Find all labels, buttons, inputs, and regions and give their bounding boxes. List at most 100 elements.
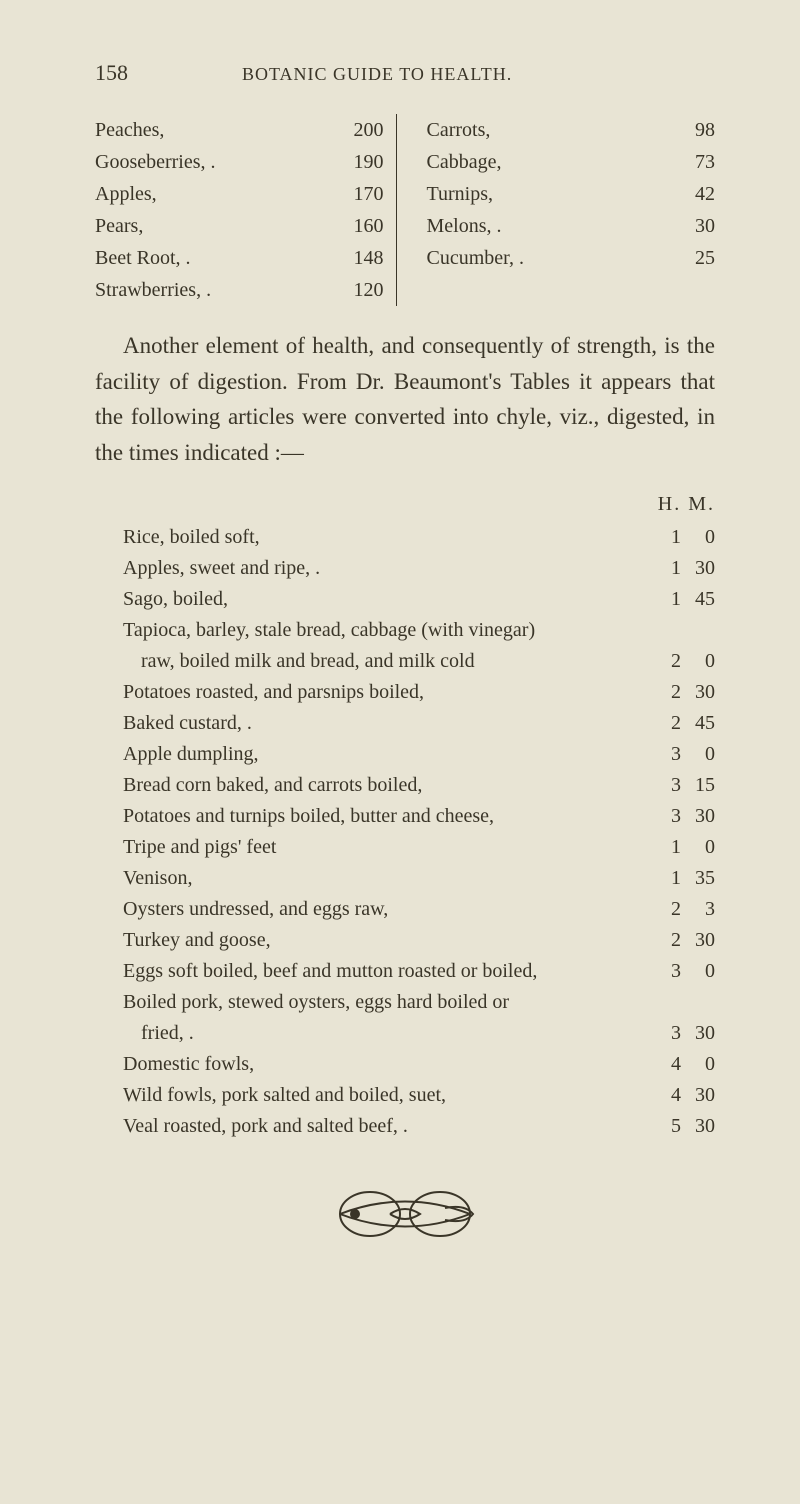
digestion-label: Apples, sweet and ripe, . <box>95 553 655 584</box>
nutritive-row: Melons, . 30 <box>427 210 716 242</box>
digestion-label: Oysters undressed, and eggs raw, <box>95 894 655 925</box>
nutritive-value: 30 <box>675 210 715 242</box>
digestion-row: Venison,135 <box>95 863 715 894</box>
nutritive-label: Melons, . <box>427 210 502 242</box>
nutritive-label: Apples, <box>95 178 157 210</box>
nutritive-value: 190 <box>344 146 384 178</box>
running-head: BOTANIC GUIDE TO HEALTH. <box>242 64 512 85</box>
nutritive-value: 25 <box>675 242 715 274</box>
nutritive-label: Gooseberries, . <box>95 146 216 178</box>
digestion-minutes: 0 <box>681 1049 715 1080</box>
nutritive-label: Cucumber, . <box>427 242 525 274</box>
digestion-row: raw, boiled milk and bread, and milk col… <box>95 646 715 677</box>
digestion-hours: 4 <box>655 1049 681 1080</box>
digestion-row: Tapioca, barley, stale bread, cabbage (w… <box>95 615 715 646</box>
digestion-minutes: 30 <box>681 1111 715 1142</box>
nutritive-table: Peaches,200Gooseberries, .190Apples,170P… <box>95 114 715 306</box>
digestion-hours: 4 <box>655 1080 681 1111</box>
digestion-label: Venison, <box>95 863 655 894</box>
digestion-hours: 2 <box>655 708 681 739</box>
nutritive-row: Turnips,42 <box>427 178 716 210</box>
nutritive-value: 200 <box>344 114 384 146</box>
digestion-minutes: 30 <box>681 801 715 832</box>
nutritive-value: 98 <box>675 114 715 146</box>
digestion-hours: 2 <box>655 894 681 925</box>
digestion-minutes: 0 <box>681 646 715 677</box>
digestion-label: Tapioca, barley, stale bread, cabbage (w… <box>95 615 655 646</box>
digestion-row: Domestic fowls,40 <box>95 1049 715 1080</box>
digestion-row: Apples, sweet and ripe, .130 <box>95 553 715 584</box>
page-container: 158 BOTANIC GUIDE TO HEALTH. Peaches,200… <box>0 0 800 1289</box>
digestion-row: Oysters undressed, and eggs raw,23 <box>95 894 715 925</box>
digestion-row: fried, .330 <box>95 1018 715 1049</box>
digestion-label: Potatoes and turnips boiled, butter and … <box>95 801 655 832</box>
digestion-hours: 3 <box>655 956 681 987</box>
digestion-row: Boiled pork, stewed oysters, eggs hard b… <box>95 987 715 1018</box>
digestion-label: Rice, boiled soft, <box>95 522 655 553</box>
digestion-label: Eggs soft boiled, beef and mutton roaste… <box>95 956 655 987</box>
digestion-hours: 1 <box>655 584 681 615</box>
digestion-minutes: 0 <box>681 739 715 770</box>
digestion-label: Turkey and goose, <box>95 925 655 956</box>
nutritive-row: Cucumber, . 25 <box>427 242 716 274</box>
digestion-hours: 1 <box>655 522 681 553</box>
digestion-hours: 1 <box>655 863 681 894</box>
nutritive-row: Gooseberries, . 190 <box>95 146 384 178</box>
nutritive-label: Cabbage, <box>427 146 502 178</box>
digestion-table-header: H. M. <box>95 489 715 520</box>
digestion-minutes: 3 <box>681 894 715 925</box>
nutritive-row: Carrots,98 <box>427 114 716 146</box>
digestion-row: Bread corn baked, and carrots boiled,315 <box>95 770 715 801</box>
nutritive-value: 148 <box>344 242 384 274</box>
digestion-hours: 3 <box>655 1018 681 1049</box>
digestion-row: Potatoes roasted, and parsnips boiled,23… <box>95 677 715 708</box>
digestion-label: Tripe and pigs' feet <box>95 832 655 863</box>
digestion-label: fried, . <box>141 1018 655 1049</box>
digestion-minutes: 0 <box>681 832 715 863</box>
digestion-label: Baked custard, . <box>95 708 655 739</box>
digestion-label: Wild fowls, pork salted and boiled, suet… <box>95 1080 655 1111</box>
digestion-hours: 3 <box>655 801 681 832</box>
nutritive-label: Strawberries, . <box>95 274 211 306</box>
nutritive-value: 170 <box>344 178 384 210</box>
digestion-label: Bread corn baked, and carrots boiled, <box>95 770 655 801</box>
digestion-row: Tripe and pigs' feet10 <box>95 832 715 863</box>
digestion-table: H. M. Rice, boiled soft,10Apples, sweet … <box>95 489 715 1142</box>
page-header: 158 BOTANIC GUIDE TO HEALTH. <box>95 60 715 86</box>
nutritive-label: Turnips, <box>427 178 494 210</box>
digestion-minutes: 30 <box>681 553 715 584</box>
digestion-minutes: 30 <box>681 1018 715 1049</box>
digestion-row: Baked custard, .245 <box>95 708 715 739</box>
digestion-row: Rice, boiled soft,10 <box>95 522 715 553</box>
page-number: 158 <box>95 60 128 86</box>
nutritive-label: Peaches, <box>95 114 164 146</box>
digestion-hours: 5 <box>655 1111 681 1142</box>
nutritive-row: Cabbage,73 <box>427 146 716 178</box>
digestion-row: Potatoes and turnips boiled, butter and … <box>95 801 715 832</box>
digestion-minutes: 45 <box>681 584 715 615</box>
ornament-icon <box>95 1184 715 1249</box>
digestion-minutes: 0 <box>681 522 715 553</box>
digestion-row: Sago, boiled,145 <box>95 584 715 615</box>
digestion-minutes: 35 <box>681 863 715 894</box>
nutritive-right-column: Carrots,98Cabbage,73Turnips,42Melons, . 3… <box>421 114 716 306</box>
digestion-label: Apple dumpling, <box>95 739 655 770</box>
digestion-label: Domestic fowls, <box>95 1049 655 1080</box>
digestion-hours: 3 <box>655 739 681 770</box>
digestion-row: Veal roasted, pork and salted beef, .530 <box>95 1111 715 1142</box>
nutritive-value: 120 <box>344 274 384 306</box>
nutritive-label: Pears, <box>95 210 143 242</box>
digestion-row: Wild fowls, pork salted and boiled, suet… <box>95 1080 715 1111</box>
digestion-label: raw, boiled milk and bread, and milk col… <box>141 646 655 677</box>
digestion-minutes: 15 <box>681 770 715 801</box>
nutritive-row: Strawberries, . 120 <box>95 274 384 306</box>
nutritive-row: Pears,160 <box>95 210 384 242</box>
header-hours: H. <box>658 493 681 515</box>
digestion-row: Eggs soft boiled, beef and mutton roaste… <box>95 956 715 987</box>
digestion-minutes: 0 <box>681 956 715 987</box>
digestion-hours: 1 <box>655 553 681 584</box>
digestion-row: Turkey and goose,230 <box>95 925 715 956</box>
digestion-hours: 3 <box>655 770 681 801</box>
nutritive-left-column: Peaches,200Gooseberries, .190Apples,170P… <box>95 114 397 306</box>
digestion-hours: 1 <box>655 832 681 863</box>
